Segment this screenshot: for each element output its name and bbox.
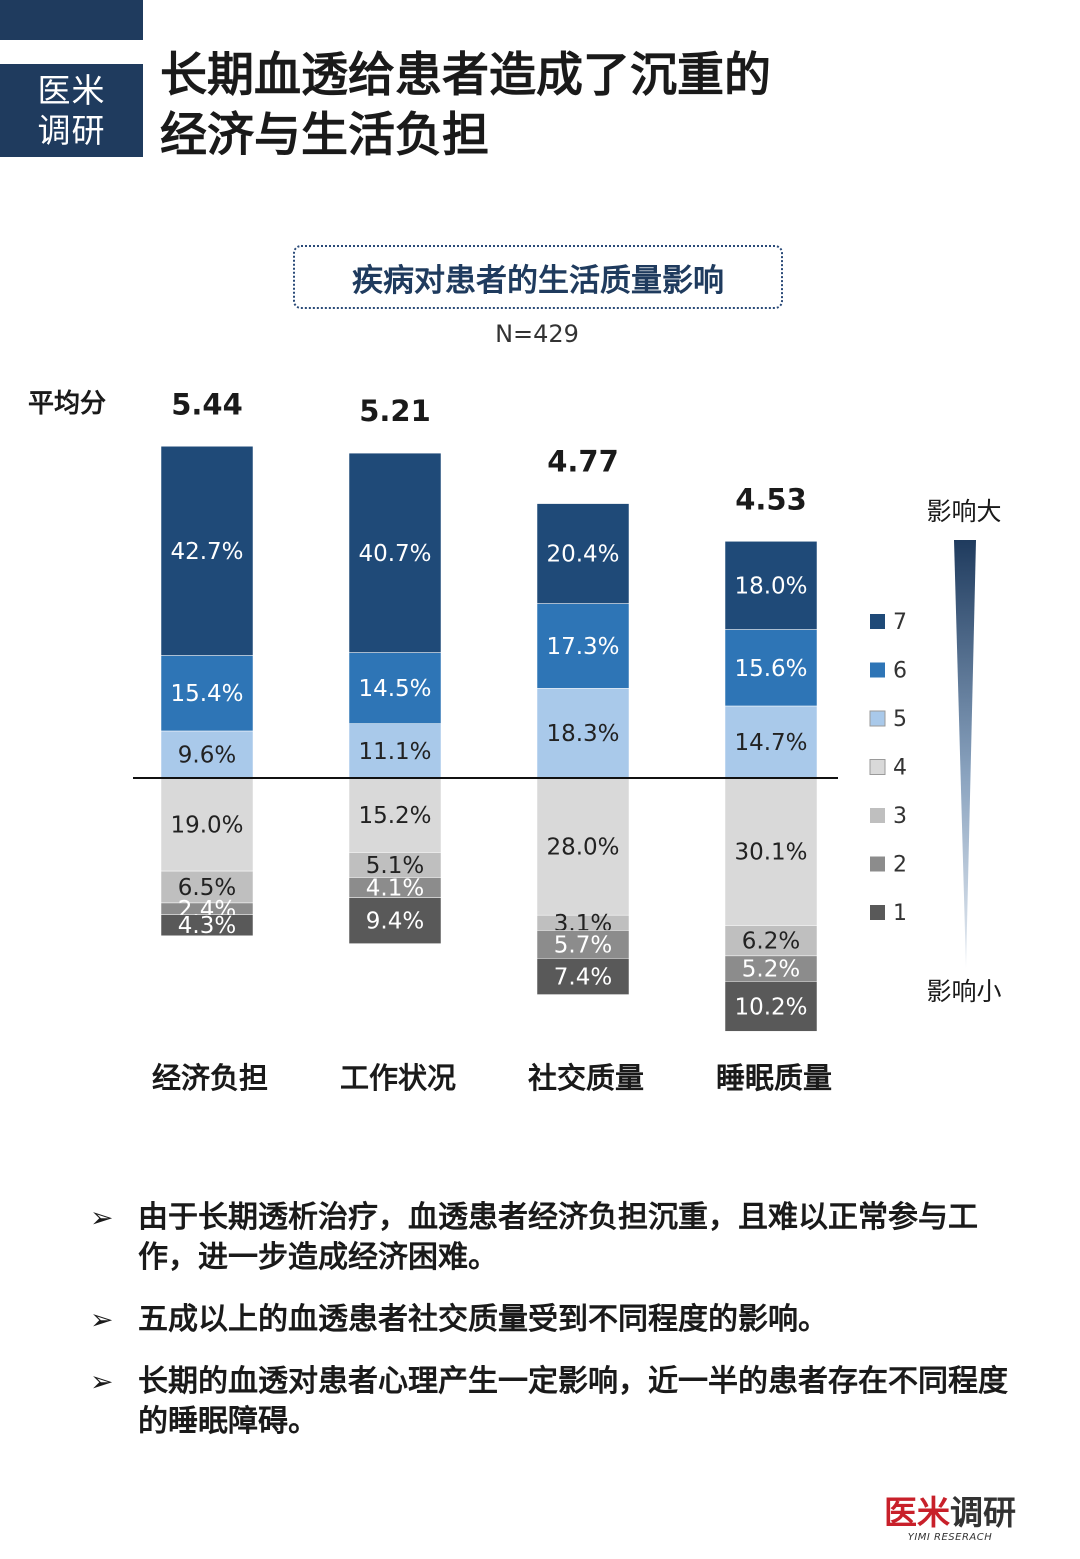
bullet-item: ➢ 长期的血透对患者心理产生一定影响，近一半的患者存在不同程度的睡眠障碍。 [90, 1362, 1020, 1442]
bar-segment-3 [724, 925, 818, 957]
legend-label: 2 [893, 853, 907, 878]
page-title-line-1: 长期血透给患者造成了沉重的 [160, 48, 771, 103]
data-label: 6.2% [742, 929, 800, 955]
data-label: 9.4% [366, 909, 424, 935]
legend-label: 1 [893, 901, 907, 926]
data-label: 20.4% [546, 542, 619, 568]
legend-swatch [870, 856, 885, 872]
bar-segment-1 [536, 958, 630, 995]
category-label: 睡眠质量 [716, 1061, 832, 1095]
bullet-list: ➢ 由于长期透析治疗，血透患者经济负担沉重，且难以正常参与工作，进一步造成经济困难… [90, 1198, 1020, 1464]
bar-segment-4 [724, 777, 818, 926]
brand-line-1: 医米 [37, 70, 106, 110]
bar-segment-6 [536, 603, 630, 689]
data-label: 17.3% [546, 634, 619, 660]
legend-label: 5 [893, 707, 907, 732]
legend-label: 3 [893, 804, 907, 829]
category-label: 经济负担 [152, 1061, 268, 1095]
page-title-line-2: 经济与生活负担 [160, 108, 489, 163]
bar-segment-2 [724, 955, 818, 982]
legend-swatch [870, 808, 885, 823]
data-label: 5.7% [554, 932, 612, 958]
bar-segment-4 [348, 777, 442, 853]
data-label: 14.5% [358, 676, 431, 702]
bullet-text: 五成以上的血透患者社交质量受到不同程度的影响。 [138, 1302, 828, 1337]
data-label: 15.4% [170, 681, 243, 707]
bar-segment-5 [348, 723, 442, 779]
arrow-icon: ➢ [90, 1201, 114, 1234]
data-label: 7.4% [554, 964, 612, 990]
bar-segment-4 [160, 777, 254, 872]
footer-logo-b: 调研 [950, 1493, 1016, 1532]
bullet-item: ➢ 由于长期透析治疗，血透患者经济负担沉重，且难以正常参与工作，进一步造成经济困难… [90, 1198, 1020, 1278]
bullet-text: 由于长期透析治疗，血透患者经济负担沉重，且难以正常参与工作，进一步造成经济困难。 [138, 1200, 978, 1275]
scale-wedge [954, 540, 976, 968]
bar-segment-1 [724, 981, 818, 1032]
data-label: 4.3% [178, 913, 236, 939]
bar-segment-6 [724, 629, 818, 707]
data-label: 42.7% [170, 539, 243, 565]
scale-label-high: 影响大 [926, 497, 1001, 526]
data-label: 19.0% [170, 813, 243, 839]
category-label: 工作状况 [340, 1061, 456, 1095]
data-label: 40.7% [358, 541, 431, 567]
legend-label: 4 [893, 756, 907, 781]
footer-logo: 医米调研 YIMI RESERACH [870, 1493, 1030, 1544]
bar-segment-3 [348, 852, 442, 878]
scale-label-low: 影响小 [926, 977, 1001, 1006]
bar-segment-1 [348, 897, 442, 944]
data-label: 28.0% [546, 835, 619, 861]
legend-swatch [869, 710, 886, 727]
bar-segment-7 [160, 446, 254, 656]
brand-badge: 医米 调研 [0, 64, 143, 157]
footer-logo-sub: YIMI RESERACH [907, 1532, 993, 1543]
mean-value: 4.77 [547, 445, 619, 479]
bar-segment-7 [724, 541, 818, 630]
bullet-text: 长期的血透对患者心理产生一定影响，近一半的患者存在不同程度的睡眠障碍。 [138, 1364, 1008, 1439]
mean-value: 5.44 [171, 387, 243, 421]
data-label: 18.0% [734, 573, 807, 599]
legend-swatch [869, 759, 886, 775]
bar-segment-6 [160, 655, 254, 732]
bar-segment-6 [348, 652, 442, 724]
data-label: 15.6% [734, 656, 807, 682]
stacked-bar-chart: 平均分9.6%15.4%42.7%19.0%6.5%2.4%4.3%5.44经济… [28, 387, 1002, 1095]
bar-segment-7 [536, 503, 630, 604]
page-title: 长期血透给患者造成了沉重的 经济与生活负担 [160, 46, 880, 166]
data-label: 14.7% [734, 730, 807, 756]
data-label: 18.3% [546, 721, 619, 747]
bullet-item: ➢ 五成以上的血透患者社交质量受到不同程度的影响。 [90, 1300, 1020, 1340]
data-label: 9.6% [178, 742, 236, 768]
mean-value: 4.53 [735, 482, 807, 516]
data-label: 15.2% [358, 803, 431, 829]
brand-line-2: 调研 [37, 110, 106, 150]
data-label: 4.1% [366, 876, 424, 902]
category-label: 社交质量 [528, 1061, 644, 1095]
bar-segment-5 [160, 730, 254, 779]
mean-label: 平均分 [28, 389, 106, 419]
data-label: 5.2% [742, 957, 800, 983]
data-label: 10.2% [734, 994, 807, 1020]
legend-swatch [870, 905, 885, 920]
legend-swatch [870, 614, 885, 629]
bar-segment-1 [160, 914, 254, 937]
legend-swatch [870, 662, 885, 678]
bar-segment-7 [348, 452, 442, 653]
mean-value: 5.21 [359, 394, 431, 428]
bar-segment-5 [536, 688, 630, 779]
bar-segment-3 [160, 870, 254, 904]
footer-logo-a: 医米 [884, 1493, 950, 1532]
top-bar [0, 0, 143, 40]
bar-segment-4 [536, 777, 630, 916]
legend-label: 6 [893, 659, 907, 684]
arrow-icon: ➢ [90, 1365, 114, 1398]
chart-title: 疾病对患者的生活质量影响 [293, 245, 783, 309]
data-label: 6.5% [178, 875, 236, 901]
data-label: 11.1% [358, 739, 431, 765]
data-label: 5.1% [366, 853, 424, 879]
sample-size: N=429 [495, 320, 579, 348]
legend-label: 7 [893, 610, 907, 635]
data-label: 30.1% [734, 840, 807, 866]
arrow-icon: ➢ [90, 1303, 114, 1336]
